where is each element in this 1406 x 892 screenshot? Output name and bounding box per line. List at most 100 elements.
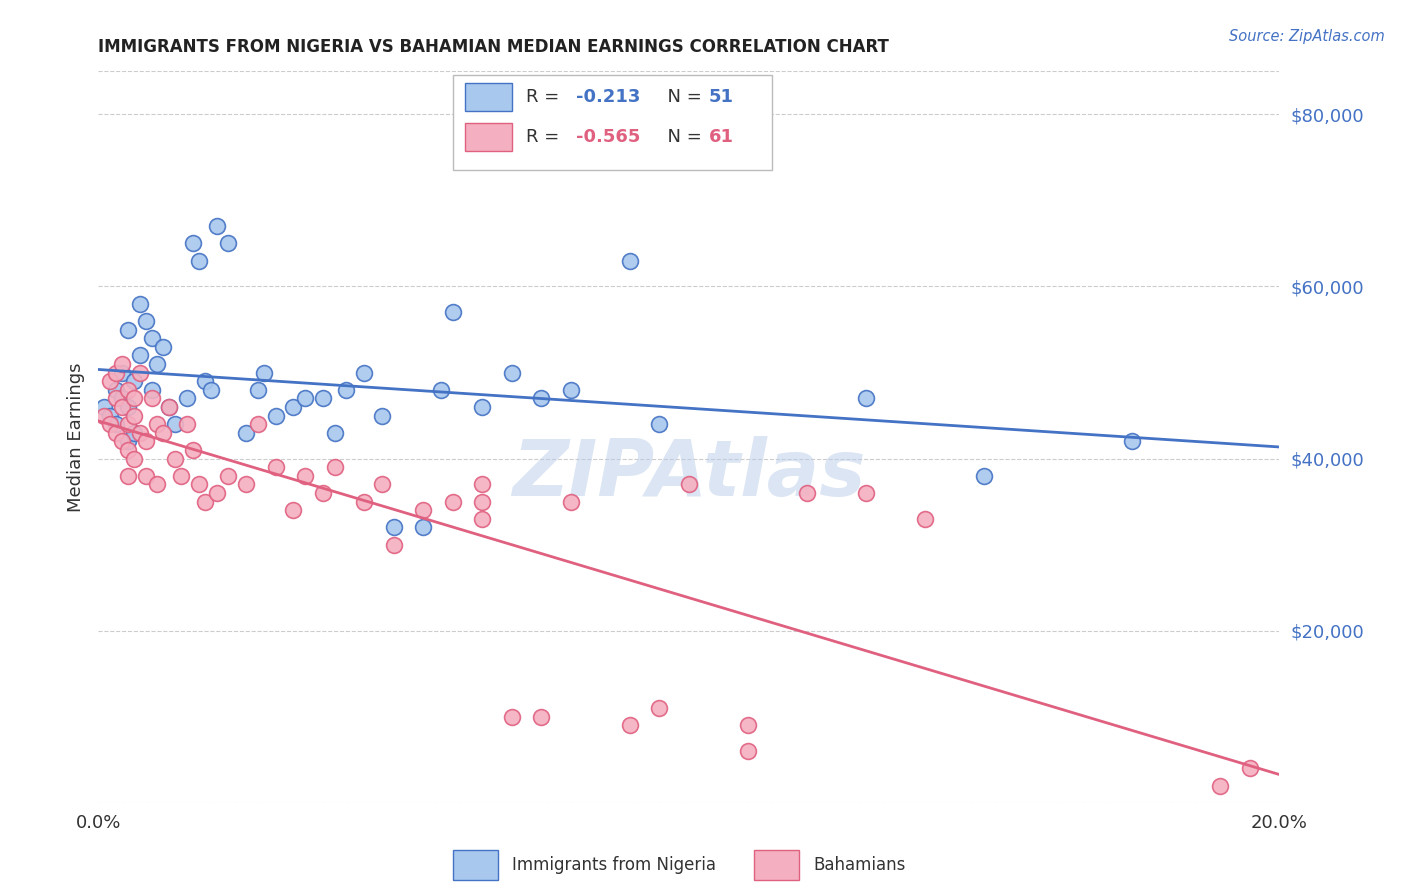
Point xyxy=(170,468,193,483)
Point xyxy=(152,340,174,354)
Point xyxy=(111,357,134,371)
Point xyxy=(111,366,134,380)
Bar xyxy=(453,75,772,170)
Point xyxy=(98,409,121,423)
Bar xyxy=(754,850,799,880)
Point xyxy=(135,314,157,328)
Point xyxy=(312,392,335,406)
Point xyxy=(200,383,222,397)
Point xyxy=(181,442,204,457)
Point xyxy=(253,366,276,380)
Point xyxy=(619,253,641,268)
Point xyxy=(1209,779,1232,793)
Point xyxy=(187,477,209,491)
Point xyxy=(105,417,128,432)
Point xyxy=(737,744,759,758)
Point xyxy=(412,520,434,534)
Point xyxy=(323,425,346,440)
Point xyxy=(128,366,150,380)
Point xyxy=(141,331,163,345)
Point xyxy=(194,374,217,388)
Point xyxy=(1121,434,1143,449)
Point xyxy=(128,348,150,362)
Point xyxy=(501,366,523,380)
Point xyxy=(105,425,128,440)
Text: 51: 51 xyxy=(709,88,734,106)
Point xyxy=(264,409,287,423)
Point xyxy=(855,486,877,500)
Point xyxy=(122,425,145,440)
Point xyxy=(117,400,139,414)
Point xyxy=(235,425,257,440)
Point xyxy=(530,392,553,406)
Text: R =: R = xyxy=(526,88,571,106)
Point xyxy=(560,494,582,508)
Point xyxy=(855,392,877,406)
Point xyxy=(283,503,305,517)
Point xyxy=(235,477,257,491)
Point xyxy=(98,374,121,388)
Point xyxy=(678,477,700,491)
Point xyxy=(93,409,115,423)
Point xyxy=(205,486,228,500)
Point xyxy=(973,468,995,483)
Point xyxy=(501,710,523,724)
Point xyxy=(157,400,180,414)
Point xyxy=(135,468,157,483)
Point xyxy=(176,392,198,406)
Point xyxy=(619,718,641,732)
Point xyxy=(382,538,405,552)
Point xyxy=(117,417,139,432)
Point xyxy=(648,701,671,715)
Point xyxy=(105,383,128,397)
Point xyxy=(471,512,494,526)
Point xyxy=(122,451,145,466)
Text: Bahamians: Bahamians xyxy=(813,856,905,874)
Point xyxy=(122,409,145,423)
Point xyxy=(135,434,157,449)
Point xyxy=(205,219,228,234)
Point xyxy=(117,434,139,449)
Point xyxy=(165,451,187,466)
Point xyxy=(412,503,434,517)
Point xyxy=(648,417,671,432)
Point xyxy=(117,442,139,457)
Point xyxy=(441,305,464,319)
Point xyxy=(264,460,287,475)
Point xyxy=(117,383,139,397)
Point xyxy=(217,468,239,483)
Point xyxy=(371,477,394,491)
Point xyxy=(353,494,375,508)
Point xyxy=(111,392,134,406)
Point xyxy=(294,468,316,483)
Point xyxy=(323,460,346,475)
Bar xyxy=(464,83,512,111)
Point xyxy=(737,718,759,732)
Point xyxy=(217,236,239,251)
Point xyxy=(246,417,269,432)
Point xyxy=(105,392,128,406)
Point xyxy=(117,468,139,483)
Point xyxy=(128,296,150,310)
Point xyxy=(294,392,316,406)
Point xyxy=(187,253,209,268)
Point xyxy=(471,477,494,491)
Point xyxy=(141,392,163,406)
Point xyxy=(283,400,305,414)
Text: -0.213: -0.213 xyxy=(575,88,640,106)
Point xyxy=(122,374,145,388)
Point xyxy=(914,512,936,526)
Point xyxy=(152,425,174,440)
Point xyxy=(165,417,187,432)
Point xyxy=(430,383,453,397)
Point xyxy=(181,236,204,251)
Point xyxy=(146,357,169,371)
Y-axis label: Median Earnings: Median Earnings xyxy=(66,362,84,512)
Point xyxy=(146,417,169,432)
Point xyxy=(796,486,818,500)
Point xyxy=(382,520,405,534)
Point xyxy=(117,322,139,336)
Point xyxy=(530,710,553,724)
Point xyxy=(335,383,357,397)
Text: N =: N = xyxy=(655,88,707,106)
